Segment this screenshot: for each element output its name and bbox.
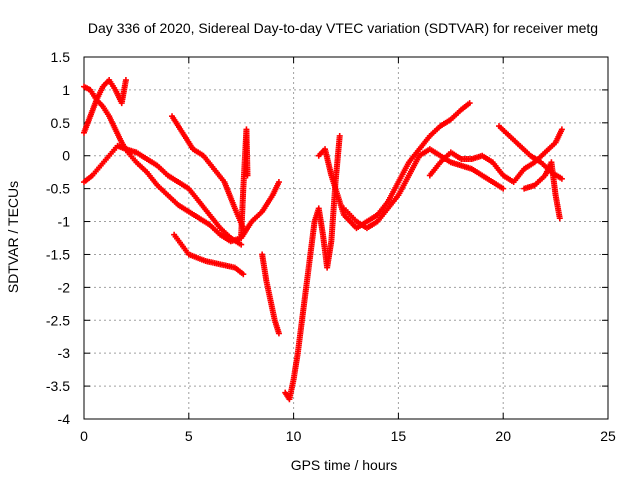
data-point (238, 241, 245, 248)
y-tick-label: 1 (62, 82, 70, 98)
y-tick-label: -4 (58, 411, 71, 427)
y-axis-label: SDTVAR / TECUs (5, 181, 21, 293)
series-arc-6 (238, 126, 251, 238)
series-arc-2 (81, 77, 129, 136)
series-arc-4 (169, 113, 247, 232)
y-tick-label: -1 (58, 214, 71, 230)
y-tick-label: -2 (58, 279, 71, 295)
x-tick-label: 10 (286, 428, 302, 444)
plot-border (83, 56, 609, 420)
data-point (244, 172, 251, 179)
data-point (122, 77, 129, 84)
x-axis-label: GPS time / hours (291, 457, 398, 473)
y-tick-label: 1.5 (51, 49, 71, 65)
data-point (558, 175, 565, 182)
series-arc-9 (315, 100, 473, 232)
series-arc-7 (259, 251, 282, 337)
y-tick-label: 0.5 (51, 115, 71, 131)
data-point (240, 271, 247, 278)
series-arc-3 (81, 142, 245, 248)
y-tick-label: -1.5 (46, 246, 70, 262)
series-arc-10 (340, 146, 507, 232)
data-markers (81, 77, 565, 403)
ticks: 0 5 10 15 20 25 -4 -3.5 -3 -2.5 -2 -1.5 -1 -0.5 0 0.5 1 1… (46, 49, 616, 444)
x-tick-label: 0 (80, 428, 88, 444)
data-point (500, 185, 507, 192)
series-arc-5 (171, 231, 247, 278)
chart-title: Day 336 of 2020, Sidereal Day-to-day VTE… (88, 20, 598, 36)
data-point (466, 100, 473, 107)
x-tick-label: 20 (495, 428, 511, 444)
data-point (336, 132, 343, 139)
series-arc-13 (521, 159, 563, 222)
plot-frame (83, 56, 609, 420)
x-tick-label: 25 (600, 428, 616, 444)
y-tick-label: -2.5 (46, 312, 70, 328)
data-point (556, 215, 563, 222)
data-point (558, 126, 565, 133)
x-tick-label: 15 (391, 428, 407, 444)
y-tick-label: 0 (62, 148, 70, 164)
y-tick-label: -3 (58, 345, 71, 361)
data-point (275, 330, 282, 337)
x-tick-label: 5 (185, 428, 193, 444)
y-tick-label: -0.5 (46, 181, 70, 197)
y-tick-label: -3.5 (46, 378, 70, 394)
data-point (275, 179, 282, 186)
grid (84, 57, 608, 419)
